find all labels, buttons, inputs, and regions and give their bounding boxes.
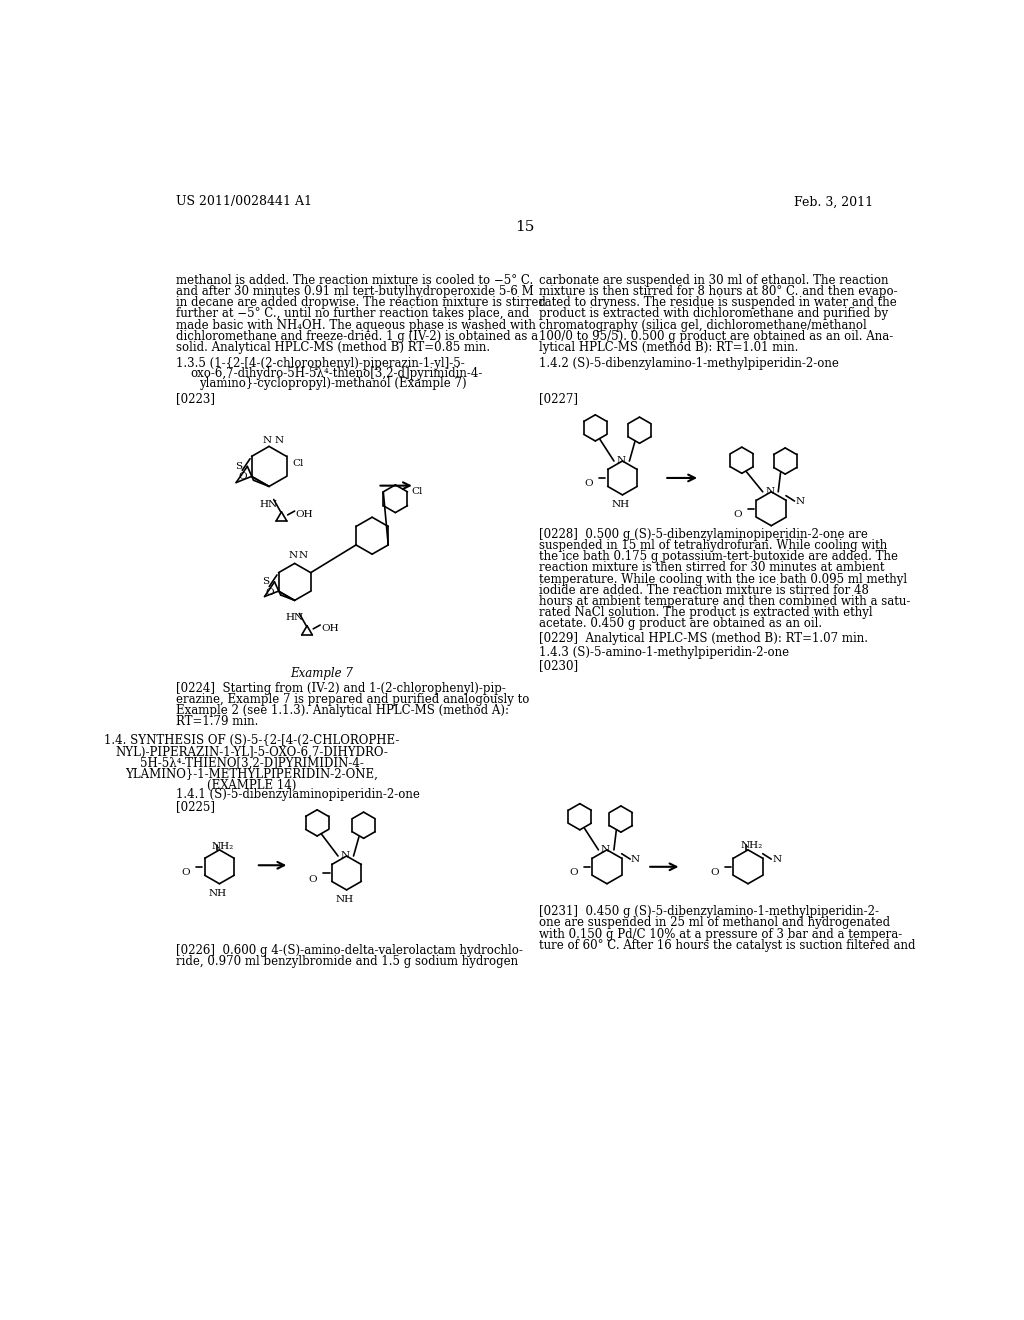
Text: mixture is then stirred for 8 hours at 80° C. and then evapo-: mixture is then stirred for 8 hours at 8… [539,285,897,298]
Text: the ice bath 0.175 g potassium-tert-butoxide are added. The: the ice bath 0.175 g potassium-tert-buto… [539,550,898,564]
Text: [0226]  0.600 g 4-(S)-amino-delta-valerolactam hydrochlo-: [0226] 0.600 g 4-(S)-amino-delta-valerol… [176,944,523,957]
Text: suspended in 15 ml of tetrahydrofuran. While cooling with: suspended in 15 ml of tetrahydrofuran. W… [539,539,887,552]
Text: OH: OH [321,624,339,634]
Text: N: N [299,550,308,560]
Text: HN: HN [260,499,278,508]
Text: with 0.150 g Pd/C 10% at a pressure of 3 bar and a tempera-: with 0.150 g Pd/C 10% at a pressure of 3… [539,928,902,941]
Text: dichloromethane and freeze-dried. 1 g (IV-2) is obtained as a: dichloromethane and freeze-dried. 1 g (I… [176,330,539,343]
Text: NH: NH [335,895,353,904]
Text: 1.4.1 (S)-5-dibenzylaminopiperidin-2-one: 1.4.1 (S)-5-dibenzylaminopiperidin-2-one [176,788,420,801]
Text: in decane are added dropwise. The reaction mixture is stirred: in decane are added dropwise. The reacti… [176,296,546,309]
Text: N: N [601,845,610,854]
Text: chromatography (silica gel, dichloromethane/methanol: chromatography (silica gel, dichlorometh… [539,318,866,331]
Text: O: O [308,875,317,883]
Text: NH₂: NH₂ [740,841,763,850]
Text: rated NaCl solution. The product is extracted with ethyl: rated NaCl solution. The product is extr… [539,606,872,619]
Text: [0223]: [0223] [176,392,215,405]
Text: O: O [710,869,719,878]
Text: O: O [585,479,593,488]
Text: N: N [340,851,349,861]
Text: [0229]  Analytical HPLC-MS (method B): RT=1.07 min.: [0229] Analytical HPLC-MS (method B): RT… [539,632,867,645]
Text: N: N [263,437,272,445]
Text: Cl: Cl [292,459,304,467]
Text: O: O [238,471,247,480]
Text: S: S [234,462,242,471]
Text: temperature. While cooling with the ice bath 0.095 ml methyl: temperature. While cooling with the ice … [539,573,907,586]
Text: O: O [733,511,741,519]
Text: carbonate are suspended in 30 ml of ethanol. The reaction: carbonate are suspended in 30 ml of etha… [539,275,888,286]
Text: iodide are added. The reaction mixture is stirred for 48: iodide are added. The reaction mixture i… [539,583,868,597]
Text: made basic with NH₄OH. The aqueous phase is washed with: made basic with NH₄OH. The aqueous phase… [176,318,536,331]
Text: O: O [265,589,273,597]
Text: N: N [631,854,640,863]
Text: 1.4. SYNTHESIS OF (S)-5-{2-[4-(2-CHLOROPHE-: 1.4. SYNTHESIS OF (S)-5-{2-[4-(2-CHLOROP… [104,734,399,747]
Text: hours at ambient temperature and then combined with a satu-: hours at ambient temperature and then co… [539,595,910,609]
Text: 1.4.2 (S)-5-dibenzylamino-1-methylpiperidin-2-one: 1.4.2 (S)-5-dibenzylamino-1-methylpiperi… [539,358,839,370]
Text: N: N [772,854,781,863]
Text: further at −5° C., until no further reaction takes place, and: further at −5° C., until no further reac… [176,308,529,321]
Text: and after 30 minutes 0.91 ml tert-butylhydroperoxide 5-6 M: and after 30 minutes 0.91 ml tert-butylh… [176,285,534,298]
Text: [0224]  Starting from (IV-2) and 1-(2-chlorophenyl)-pip-: [0224] Starting from (IV-2) and 1-(2-chl… [176,682,506,696]
Text: one are suspended in 25 ml of methanol and hydrogenated: one are suspended in 25 ml of methanol a… [539,916,890,929]
Text: ride, 0.970 ml benzylbromide and 1.5 g sodium hydrogen: ride, 0.970 ml benzylbromide and 1.5 g s… [176,954,518,968]
Text: YLAMINO}-1-METHYLPIPERIDIN-2-ONE,: YLAMINO}-1-METHYLPIPERIDIN-2-ONE, [126,768,379,781]
Text: Example 7: Example 7 [291,667,353,680]
Text: methanol is added. The reaction mixture is cooled to −5° C.: methanol is added. The reaction mixture … [176,275,534,286]
Text: Example 2 (see 1.1.3). Analytical HPLC-MS (method A):: Example 2 (see 1.1.3). Analytical HPLC-M… [176,705,509,717]
Text: 1.4.3 (S)-5-amino-1-methylpiperidin-2-one: 1.4.3 (S)-5-amino-1-methylpiperidin-2-on… [539,647,788,659]
Text: 15: 15 [515,220,535,234]
Text: NH₂: NH₂ [212,842,233,851]
Text: NH: NH [208,890,226,898]
Text: [0227]: [0227] [539,392,578,405]
Text: S: S [262,577,269,586]
Text: lytical HPLC-MS (method B): RT=1.01 min.: lytical HPLC-MS (method B): RT=1.01 min. [539,341,798,354]
Text: OH: OH [295,511,313,519]
Text: NH: NH [611,500,629,510]
Text: O: O [181,869,190,878]
Text: rated to dryness. The residue is suspended in water and the: rated to dryness. The residue is suspend… [539,296,896,309]
Text: 100/0 to 95/5). 0.500 g product are obtained as an oil. Ana-: 100/0 to 95/5). 0.500 g product are obta… [539,330,893,343]
Text: Cl: Cl [411,487,422,495]
Text: ylamino}-cyclopropyl)-methanol (Example 7): ylamino}-cyclopropyl)-methanol (Example … [200,378,467,391]
Text: NYL)-PIPERAZIN-1-YL]-5-OXO-6,7-DIHYDRO-: NYL)-PIPERAZIN-1-YL]-5-OXO-6,7-DIHYDRO- [116,746,388,759]
Text: N: N [289,550,298,560]
Text: solid. Analytical HPLC-MS (method B) RT=0.85 min.: solid. Analytical HPLC-MS (method B) RT=… [176,341,490,354]
Text: erazine, Example 7 is prepared and purified analogously to: erazine, Example 7 is prepared and purif… [176,693,529,706]
Text: HN: HN [286,614,303,623]
Text: [0228]  0.500 g (S)-5-dibenzylaminopiperidin-2-one are: [0228] 0.500 g (S)-5-dibenzylaminopiperi… [539,528,867,541]
Text: N: N [765,487,774,496]
Text: N: N [274,436,284,445]
Text: [0231]  0.450 g (S)-5-dibenzylamino-1-methylpiperidin-2-: [0231] 0.450 g (S)-5-dibenzylamino-1-met… [539,906,879,919]
Text: [0230]: [0230] [539,659,578,672]
Text: (EXAMPLE 14): (EXAMPLE 14) [207,779,297,792]
Text: reaction mixture is then stirred for 30 minutes at ambient: reaction mixture is then stirred for 30 … [539,561,885,574]
Text: N: N [796,496,805,506]
Text: oxo-6,7-dihydro-5H-5λ⁴-thieno[3,2-d]pyrimidin-4-: oxo-6,7-dihydro-5H-5λ⁴-thieno[3,2-d]pyri… [190,367,482,380]
Text: RT=1.79 min.: RT=1.79 min. [176,715,258,729]
Text: US 2011/0028441 A1: US 2011/0028441 A1 [176,195,312,209]
Text: ture of 60° C. After 16 hours the catalyst is suction filtered and: ture of 60° C. After 16 hours the cataly… [539,939,915,952]
Text: acetate. 0.450 g product are obtained as an oil.: acetate. 0.450 g product are obtained as… [539,618,822,631]
Text: Feb. 3, 2011: Feb. 3, 2011 [795,195,873,209]
Text: O: O [569,869,578,878]
Text: product is extracted with dichloromethane and purified by: product is extracted with dichloromethan… [539,308,888,321]
Text: N: N [616,457,626,466]
Text: [0225]: [0225] [176,800,215,813]
Text: 1.3.5 (1-{2-[4-(2-chlorophenyl)-piperazin-1-yl]-5-: 1.3.5 (1-{2-[4-(2-chlorophenyl)-piperazi… [176,358,465,370]
Text: 5H-5λ⁴-THIENO[3,2-D]PYRIMIDIN-4-: 5H-5λ⁴-THIENO[3,2-D]PYRIMIDIN-4- [140,756,364,770]
